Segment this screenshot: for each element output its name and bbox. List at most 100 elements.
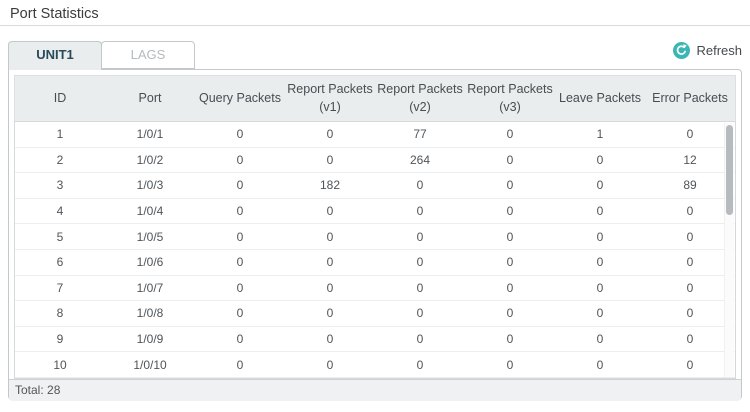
table-row: 2 1/0/2 0 0 264 0 0 12 bbox=[15, 148, 735, 174]
table-cell: 9 bbox=[56, 332, 64, 347]
table-row: 3 1/0/3 0 182 0 0 0 89 bbox=[15, 173, 735, 199]
table-row: 9 1/0/9 0 0 0 0 0 0 bbox=[15, 327, 735, 353]
table-cell: 1/0/5 bbox=[136, 229, 164, 244]
table-cell: 0 bbox=[596, 280, 604, 295]
table-cell: 0 bbox=[236, 255, 244, 270]
table-cell: 0 bbox=[596, 152, 604, 167]
table-cell: 0 bbox=[326, 204, 334, 219]
table-cell: 0 bbox=[506, 255, 514, 270]
table-cell: 0 bbox=[596, 357, 604, 372]
table-cell: 0 bbox=[596, 229, 604, 244]
table-cell: 0 bbox=[596, 255, 604, 270]
table-cell: 0 bbox=[236, 204, 244, 219]
table-row: 6 1/0/6 0 0 0 0 0 0 bbox=[15, 250, 735, 276]
table-rows-viewport: 1 1/0/1 0 0 77 0 1 0 2 1/0/2 0 0 264 0 0 12 3 1/0/3 0 182 0 0… bbox=[14, 121, 736, 379]
table-cell: 0 bbox=[416, 332, 424, 347]
tab-lags[interactable]: LAGS bbox=[101, 41, 195, 69]
table-cell: 8 bbox=[56, 306, 64, 321]
table-cell: 1/0/6 bbox=[136, 255, 164, 270]
refresh-label: Refresh bbox=[696, 43, 742, 58]
table-header-row: ID Port Query Packets Report Packets (v1)… bbox=[14, 75, 736, 121]
col-header-report-packets-v2: Report Packets (v2) bbox=[377, 82, 463, 114]
table-cell: 0 bbox=[326, 332, 334, 347]
table-row: 4 1/0/4 0 0 0 0 0 0 bbox=[15, 199, 735, 225]
table-cell: 0 bbox=[686, 306, 694, 321]
refresh-button[interactable]: Refresh bbox=[673, 42, 742, 59]
table-cell: 1/0/10 bbox=[133, 357, 167, 372]
tab-unit1[interactable]: UNIT1 bbox=[8, 41, 102, 70]
table-cell: 4 bbox=[56, 204, 64, 219]
table-cell: 182 bbox=[319, 178, 341, 193]
table-row: 8 1/0/8 0 0 0 0 0 0 bbox=[15, 301, 735, 327]
statistics-panel: ID Port Query Packets Report Packets (v1)… bbox=[8, 69, 742, 401]
scrollbar-thumb[interactable] bbox=[726, 125, 733, 215]
table-cell: 0 bbox=[236, 280, 244, 295]
col-header-query-packets: Query Packets bbox=[199, 90, 281, 105]
table-cell: 0 bbox=[686, 357, 694, 372]
table-cell: 1/0/9 bbox=[136, 332, 164, 347]
table-cell: 0 bbox=[686, 229, 694, 244]
table-cell: 0 bbox=[506, 178, 514, 193]
table-cell: 0 bbox=[326, 357, 334, 372]
table-cell: 0 bbox=[236, 357, 244, 372]
table-cell: 77 bbox=[413, 127, 427, 142]
title-divider bbox=[0, 25, 750, 26]
table-cell: 0 bbox=[236, 127, 244, 142]
table-cell: 0 bbox=[416, 255, 424, 270]
table-cell: 0 bbox=[506, 306, 514, 321]
table-cell: 1/0/3 bbox=[136, 178, 164, 193]
table-footer: Total: 28 bbox=[9, 379, 741, 401]
tab-bar: UNIT1 LAGS bbox=[8, 41, 195, 70]
table-cell: 7 bbox=[56, 280, 64, 295]
refresh-icon bbox=[673, 42, 691, 59]
table-cell: 0 bbox=[596, 178, 604, 193]
table-cell: 1 bbox=[56, 127, 64, 142]
table-cell: 0 bbox=[596, 306, 604, 321]
table-cell: 0 bbox=[506, 357, 514, 372]
page-title: Port Statistics bbox=[10, 6, 99, 22]
table-cell: 1/0/7 bbox=[136, 280, 164, 295]
table-cell: 2 bbox=[56, 152, 64, 167]
table-cell: 0 bbox=[686, 255, 694, 270]
table-cell: 12 bbox=[683, 152, 697, 167]
table-cell: 0 bbox=[236, 152, 244, 167]
table-cell: 0 bbox=[326, 280, 334, 295]
table-cell: 0 bbox=[596, 332, 604, 347]
table-row: 7 1/0/7 0 0 0 0 0 0 bbox=[15, 276, 735, 302]
table-cell: 1/0/2 bbox=[136, 152, 164, 167]
col-header-id: ID bbox=[53, 90, 67, 105]
table-cell: 0 bbox=[236, 306, 244, 321]
col-header-error-packets: Error Packets bbox=[652, 90, 728, 105]
table-cell: 0 bbox=[506, 280, 514, 295]
table-cell: 0 bbox=[506, 229, 514, 244]
table-cell: 264 bbox=[409, 152, 431, 167]
col-header-report-packets-v3: Report Packets (v3) bbox=[467, 82, 553, 114]
table-row: 5 1/0/5 0 0 0 0 0 0 bbox=[15, 224, 735, 250]
table-cell: 0 bbox=[686, 280, 694, 295]
table-cell: 1/0/1 bbox=[136, 127, 164, 142]
table-cell: 0 bbox=[686, 332, 694, 347]
table-cell: 1/0/8 bbox=[136, 306, 164, 321]
col-header-port: Port bbox=[138, 90, 162, 105]
table-cell: 1 bbox=[596, 127, 604, 142]
table-cell: 0 bbox=[686, 204, 694, 219]
table-cell: 0 bbox=[416, 204, 424, 219]
col-header-leave-packets: Leave Packets bbox=[559, 90, 641, 105]
table-cell: 0 bbox=[506, 127, 514, 142]
table-cell: 0 bbox=[416, 280, 424, 295]
table-cell: 1/0/4 bbox=[136, 204, 164, 219]
table-cell: 0 bbox=[506, 152, 514, 167]
table-cell: 3 bbox=[56, 178, 64, 193]
table-cell: 89 bbox=[683, 178, 697, 193]
table-cell: 0 bbox=[326, 255, 334, 270]
table-cell: 6 bbox=[56, 255, 64, 270]
table-cell: 5 bbox=[56, 229, 64, 244]
total-count: Total: 28 bbox=[15, 383, 61, 397]
table-cell: 0 bbox=[236, 178, 244, 193]
vertical-scrollbar[interactable] bbox=[724, 123, 734, 377]
table-cell: 0 bbox=[236, 332, 244, 347]
table-cell: 0 bbox=[326, 229, 334, 244]
table-cell: 0 bbox=[596, 204, 604, 219]
table-cell: 0 bbox=[686, 127, 694, 142]
table-row: 1 1/0/1 0 0 77 0 1 0 bbox=[15, 122, 735, 148]
